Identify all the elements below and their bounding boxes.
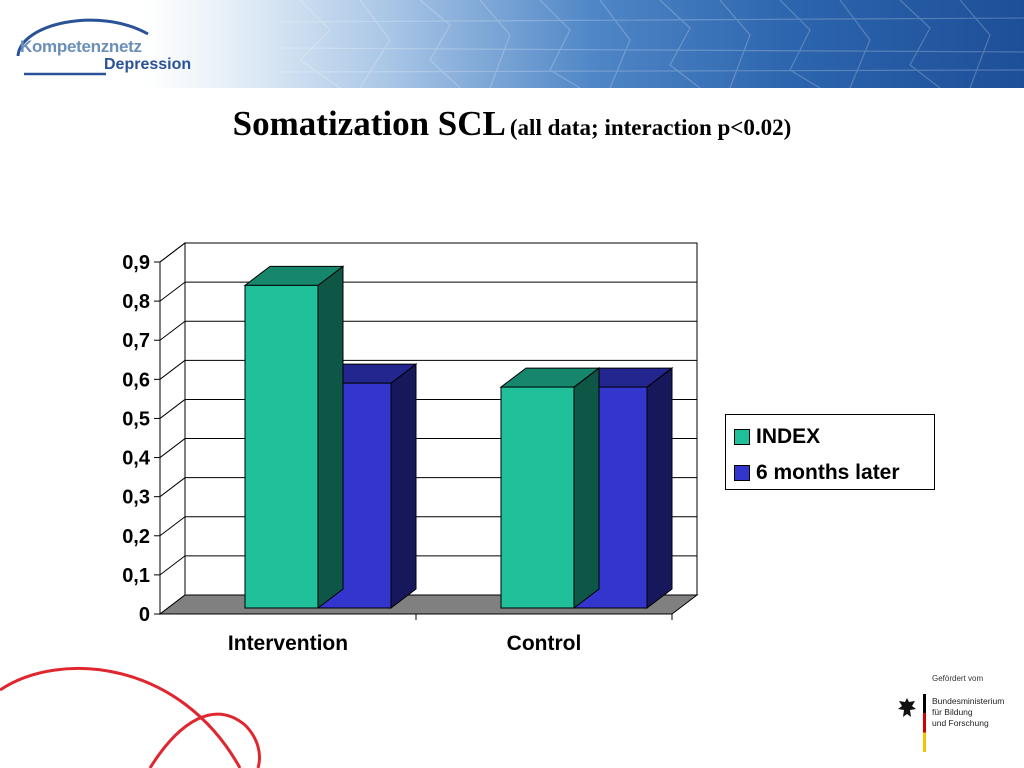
y-tick-label: 0,1 [122,565,150,587]
bar-side [573,367,600,610]
logo-text-kompetenznetz: Kompetenznetz [20,37,142,56]
legend-swatch-index [734,429,750,445]
title-main: Somatization SCL [232,104,506,143]
bar-index-intervention [243,265,345,610]
y-tick-label: 0 [139,604,150,626]
y-tick-label: 0,3 [122,487,150,509]
funder-logo: Gefördert vom Bundesministerium für Bild… [890,668,1020,768]
x-axis-labels: Intervention Control [228,614,673,655]
x-category-label: Intervention [228,632,348,655]
bar-index-control [499,367,601,610]
legend-swatch-6-months-later [734,465,750,481]
legend-item-index: INDEX [734,425,820,449]
logo-text-depression: Depression [104,56,192,73]
german-flag-bar [923,694,926,752]
gridline-side [159,359,186,380]
page-title: Somatization SCL (all data; interaction … [0,104,1024,144]
bar-side [317,265,344,610]
y-tick-label: 0,8 [122,291,150,313]
y-axis-ticks: 0 0,1 0,2 0,3 0,4 0,5 0,6 0,7 0,8 0,9 [122,252,160,626]
gridline-side [159,399,186,419]
y-tick-label: 0,9 [122,252,150,274]
gridline-side [159,477,186,498]
y-tick-label: 0,2 [122,526,150,548]
y-tick-label: 0,6 [122,369,150,391]
logo [8,6,198,84]
chart-bars [243,265,674,610]
legend-label-index: INDEX [756,425,821,448]
gridline-side [159,555,186,576]
bar-front [244,284,319,609]
y-tick-label: 0,7 [122,330,150,352]
legend-label-6-months-later: 6 months later [756,461,900,484]
gridline-side [159,438,186,458]
header-banner: Kompetenznetz Depression [0,0,1024,88]
eagle-icon [898,698,916,717]
gridline-side [159,242,186,263]
gridline-side [159,281,186,302]
gridline-side [159,516,186,537]
bar-side [646,367,673,610]
mosaic-pattern [279,0,1024,88]
decorative-swoosh [0,666,261,768]
legend-item-6-months-later: 6 months later [734,461,900,485]
title-subtitle: (all data; interaction p<0.02) [509,115,792,140]
funder-label: Gefördert vom [932,674,984,683]
y-tick-label: 0,5 [122,408,150,430]
bar-front [500,386,575,609]
bar-side [390,363,417,610]
funder-name: Bundesministerium für Bildung und Forsch… [932,696,1005,728]
chart-legend: INDEX 6 months later [725,414,935,490]
gridline-side [159,320,186,341]
x-category-label: Control [507,632,582,655]
y-tick-label: 0,4 [122,448,151,470]
